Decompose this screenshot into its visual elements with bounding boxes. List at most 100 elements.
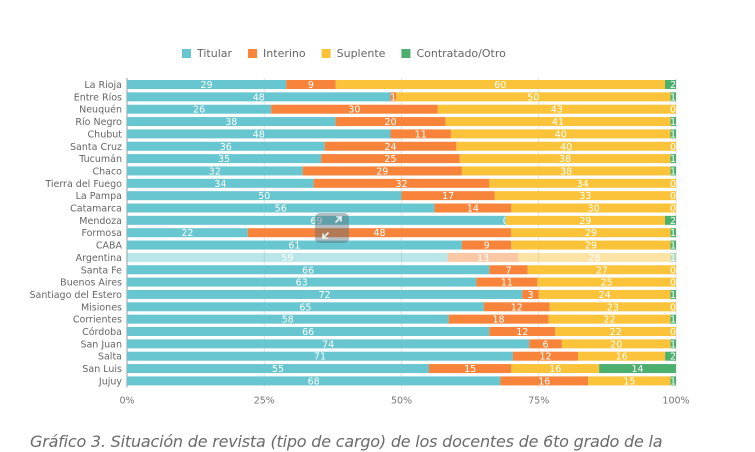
bar-segment-suplente[interactable]	[555, 327, 676, 336]
bar-segment-suplente[interactable]	[578, 351, 666, 361]
bar-segment-interino[interactable]	[489, 327, 556, 336]
legend-label[interactable]: Titular	[196, 47, 233, 60]
expand-chart-button[interactable]	[315, 213, 349, 243]
bar-segment-interino[interactable]	[271, 104, 438, 114]
bar-segment-suplente[interactable]	[456, 141, 676, 151]
bar-segment-interino[interactable]	[476, 277, 538, 287]
bar-segment-contratado-otro[interactable]	[665, 215, 676, 225]
bar-segment-interino[interactable]	[448, 314, 549, 324]
bar-segment-titular[interactable]	[127, 228, 248, 238]
bar-segment-suplente[interactable]	[505, 215, 666, 225]
bar-segment-suplente[interactable]	[538, 289, 671, 299]
bar-segment-titular[interactable]	[127, 141, 325, 151]
bar-value-label: 41	[552, 117, 564, 128]
bar-segment-titular[interactable]	[127, 215, 506, 225]
bar-segment-suplente[interactable]	[561, 339, 671, 349]
bar-segment-titular[interactable]	[127, 339, 530, 349]
bar-segment-contratado-otro[interactable]	[670, 129, 676, 139]
bar-segment-suplente[interactable]	[511, 240, 671, 250]
bar-segment-titular[interactable]	[127, 129, 391, 139]
bar-segment-titular[interactable]	[127, 240, 462, 250]
bar-segment-suplente[interactable]	[489, 178, 676, 188]
bar-segment-titular[interactable]	[127, 327, 490, 336]
bar-segment-suplente[interactable]	[437, 104, 676, 114]
bar-segment-interino[interactable]	[461, 240, 512, 250]
bar-segment-contratado-otro[interactable]	[670, 339, 676, 349]
bar-segment-suplente[interactable]	[461, 166, 671, 176]
bar-segment-titular[interactable]	[127, 302, 484, 312]
bar-segment-suplente[interactable]	[396, 92, 671, 102]
bar-segment-contratado-otro[interactable]	[599, 364, 676, 374]
bar-segment-suplente[interactable]	[511, 364, 600, 374]
bar-segment-suplente[interactable]	[527, 265, 676, 275]
bar-segment-contratado-otro[interactable]	[670, 166, 676, 176]
bar-value-label: 60	[494, 80, 506, 91]
bar-segment-interino[interactable]	[302, 166, 462, 176]
bar-segment-titular[interactable]	[127, 376, 501, 386]
bar-segment-contratado-otro[interactable]	[670, 154, 676, 164]
bar-segment-suplente[interactable]	[445, 117, 671, 127]
bar-segment-interino[interactable]	[401, 191, 495, 201]
legend-label[interactable]: Interino	[263, 47, 306, 60]
bar-segment-interino[interactable]	[529, 339, 562, 349]
bar-segment-interino[interactable]	[434, 203, 512, 213]
bar-value-label: 22	[610, 327, 622, 338]
bar-segment-interino[interactable]	[286, 80, 336, 89]
bar-segment-titular[interactable]	[127, 314, 449, 324]
bar-segment-interino[interactable]	[500, 376, 589, 386]
bar-segment-contratado-otro[interactable]	[670, 314, 676, 324]
bar-segment-contratado-otro[interactable]	[670, 240, 676, 250]
bar-segment-contratado-otro[interactable]	[670, 117, 676, 127]
bar-segment-titular[interactable]	[127, 265, 490, 275]
bar-segment-titular[interactable]	[127, 154, 322, 164]
bar-segment-titular[interactable]	[127, 351, 513, 361]
bar-value-label: 9	[308, 80, 314, 91]
bar-segment-suplente[interactable]	[459, 154, 671, 164]
bar-segment-titular[interactable]	[127, 104, 272, 114]
bar-segment-titular[interactable]	[127, 92, 391, 102]
bar-segment-interino[interactable]	[313, 178, 490, 188]
bar-segment-suplente[interactable]	[518, 252, 671, 262]
bar-segment-titular[interactable]	[127, 252, 448, 262]
bar-segment-contratado-otro[interactable]	[670, 252, 676, 262]
bar-segment-titular[interactable]	[127, 166, 303, 176]
bar-value-label: 12	[539, 352, 551, 363]
bar-segment-interino[interactable]	[335, 117, 446, 127]
bar-segment-titular[interactable]	[127, 289, 523, 299]
bar-segment-titular[interactable]	[127, 191, 402, 201]
bar-segment-interino[interactable]	[483, 302, 550, 312]
bar-segment-suplente[interactable]	[588, 376, 671, 386]
bar-segment-interino[interactable]	[390, 92, 397, 102]
legend-label[interactable]: Contratado/Otro	[416, 47, 506, 60]
bar-segment-suplente[interactable]	[511, 203, 676, 213]
bar-segment-suplente[interactable]	[494, 191, 676, 201]
bar-segment-contratado-otro[interactable]	[670, 376, 676, 386]
bar-segment-titular[interactable]	[127, 277, 477, 287]
bar-segment-interino[interactable]	[324, 141, 457, 151]
bar-segment-interino[interactable]	[512, 351, 579, 361]
bar-segment-suplente[interactable]	[511, 228, 671, 238]
bar-segment-titular[interactable]	[127, 117, 336, 127]
bar-segment-interino[interactable]	[321, 154, 460, 164]
bar-segment-titular[interactable]	[127, 80, 287, 89]
bar-segment-contratado-otro[interactable]	[670, 92, 676, 102]
bar-segment-titular[interactable]	[127, 364, 429, 374]
bar-segment-interino[interactable]	[447, 252, 519, 262]
bar-segment-contratado-otro[interactable]	[665, 80, 676, 89]
bar-segment-contratado-otro[interactable]	[670, 289, 676, 299]
bar-segment-contratado-otro[interactable]	[670, 228, 676, 238]
legend-label[interactable]: Suplente	[337, 47, 386, 60]
bar-segment-suplente[interactable]	[537, 277, 676, 287]
bar-segment-suplente[interactable]	[548, 314, 671, 324]
bar-segment-contratado-otro[interactable]	[665, 351, 676, 361]
bar-segment-titular[interactable]	[127, 178, 314, 188]
bar-segment-interino[interactable]	[247, 228, 512, 238]
bar-segment-interino[interactable]	[428, 364, 512, 374]
bar-segment-interino[interactable]	[390, 129, 451, 139]
bar-segment-titular[interactable]	[127, 203, 435, 213]
bar-segment-interino[interactable]	[489, 265, 528, 275]
bar-segment-suplente[interactable]	[450, 129, 671, 139]
bar-segment-interino[interactable]	[522, 289, 539, 299]
bar-segment-suplente[interactable]	[335, 80, 666, 89]
bar-segment-suplente[interactable]	[549, 302, 676, 312]
